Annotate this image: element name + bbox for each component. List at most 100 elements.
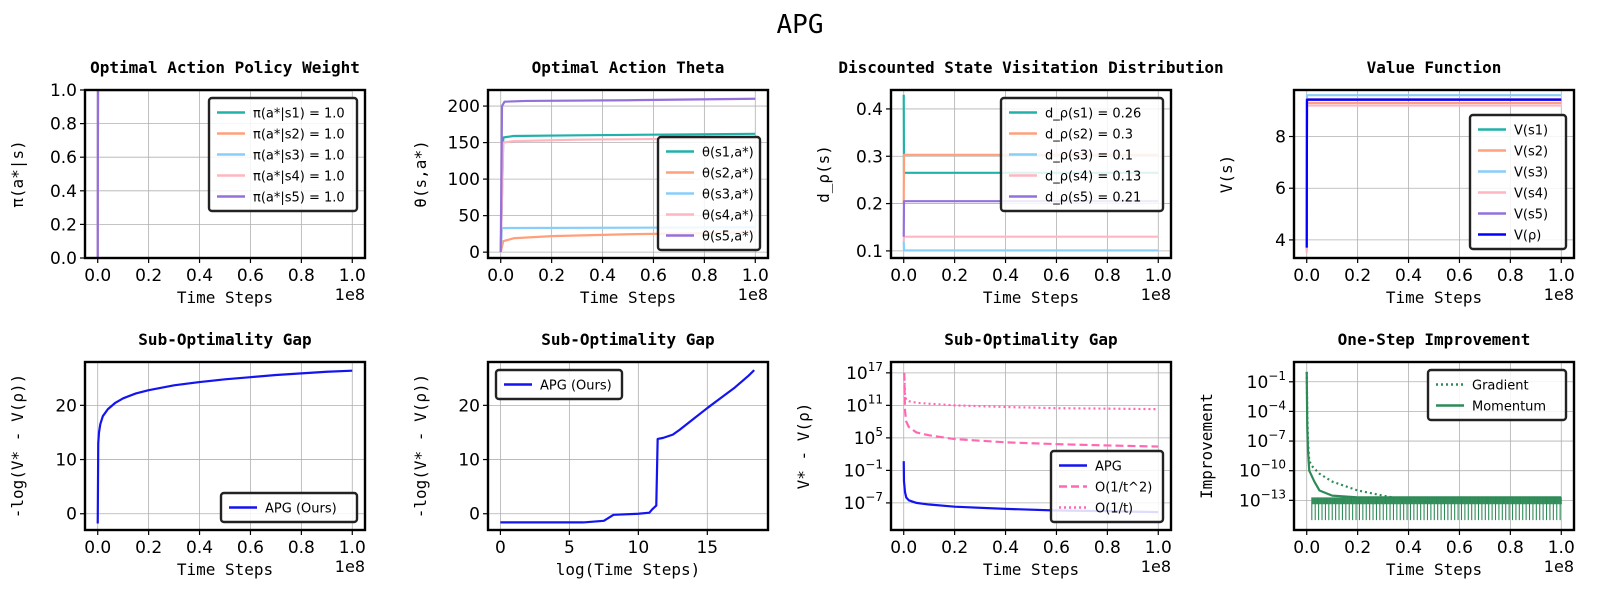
x-offset-label: 1e8 bbox=[335, 285, 365, 304]
x-tick-label: 0.4 bbox=[186, 266, 213, 286]
x-tick-label: 0.8 bbox=[1094, 266, 1121, 286]
x-tick-label: 1.0 bbox=[1145, 538, 1172, 558]
x-offset-label: 1e8 bbox=[738, 285, 768, 304]
legend-label: π(a*|s1) = 1.0 bbox=[253, 107, 345, 122]
chart-title: One-Step Improvement bbox=[1338, 330, 1531, 349]
x-tick-label: 0.0 bbox=[890, 266, 917, 286]
x-tick-label: 0.6 bbox=[1446, 266, 1473, 286]
y-tick-label: 6 bbox=[1275, 179, 1286, 199]
legend-label: θ(s5,a*) bbox=[702, 230, 754, 245]
y-tick-label: 0.4 bbox=[856, 100, 883, 120]
series-line bbox=[903, 372, 1159, 411]
chart-p7: Sub-Optimality Gap 0.0 0.2 0.4 0.6 0.8 1.0 10−7… bbox=[794, 330, 1173, 579]
legend-box bbox=[656, 135, 762, 252]
chart-p6: Sub-Optimality Gap 0 5 10 15 0 10 20 log(Time St… bbox=[411, 330, 770, 579]
y-tick-label: 100 bbox=[448, 170, 480, 190]
x-tick-label: 1.0 bbox=[339, 538, 366, 558]
legend-box bbox=[219, 491, 359, 524]
y-tick-label: 8 bbox=[1275, 128, 1286, 148]
legend-label: APG bbox=[1095, 460, 1122, 475]
legend-label: V(s4) bbox=[1514, 187, 1548, 202]
legend: APG (Ours) bbox=[219, 491, 359, 524]
x-tick-label: 0.0 bbox=[84, 266, 111, 286]
y-tick-label: 20 bbox=[458, 396, 480, 416]
axes-frame bbox=[1292, 88, 1576, 260]
y-tick-label: 0 bbox=[469, 243, 480, 263]
legend-label: d_ρ(s1) = 0.26 bbox=[1045, 107, 1141, 122]
series-line bbox=[96, 90, 353, 258]
chart-title: Optimal Action Policy Weight bbox=[90, 58, 360, 77]
x-offset-label: 1e8 bbox=[1544, 557, 1574, 576]
series-line bbox=[1305, 371, 1435, 504]
x-tick-label: 0.8 bbox=[1094, 538, 1121, 558]
x-axis-label: Time Steps bbox=[983, 288, 1079, 307]
y-tick-label: 0.3 bbox=[856, 147, 883, 167]
x-tick-label: 0.0 bbox=[1293, 538, 1320, 558]
legend-box bbox=[999, 96, 1165, 213]
y-axis-label: V* - V(ρ) bbox=[794, 403, 813, 490]
series-group bbox=[96, 369, 353, 524]
legend-label: APG (Ours) bbox=[540, 379, 612, 394]
series-line bbox=[499, 231, 756, 253]
series-line bbox=[500, 369, 755, 524]
series-noise-band bbox=[1311, 497, 1562, 521]
axes-frame bbox=[486, 360, 770, 532]
y-axis-label: θ(s,a*) bbox=[411, 140, 430, 207]
x-tick-label: 0.6 bbox=[237, 538, 264, 558]
axes-frame bbox=[486, 88, 770, 260]
y-tick-label: 10−10 bbox=[1239, 458, 1286, 482]
axes-frame bbox=[889, 360, 1173, 532]
y-axis-label: -log(V* - V(ρ)) bbox=[411, 374, 430, 519]
y-tick-label: 10−7 bbox=[844, 490, 883, 514]
x-offset-label: 1e8 bbox=[1544, 285, 1574, 304]
x-tick-label: 0.0 bbox=[890, 538, 917, 558]
series-line bbox=[1305, 98, 1562, 248]
legend-label: V(s2) bbox=[1514, 145, 1548, 160]
y-tick-label: 10−4 bbox=[1247, 398, 1286, 422]
x-offset-label: 1e8 bbox=[335, 557, 365, 576]
axes-frame bbox=[83, 360, 367, 532]
legend-label: θ(s3,a*) bbox=[702, 188, 754, 203]
y-tick-label: 0.2 bbox=[856, 195, 883, 215]
axes-frame bbox=[1292, 360, 1576, 532]
legend-label: π(a*|s4) = 1.0 bbox=[253, 170, 345, 185]
legend-label: d_ρ(s2) = 0.3 bbox=[1045, 128, 1133, 143]
y-tick-label: 10−13 bbox=[1239, 487, 1286, 511]
chart-title: Optimal Action Theta bbox=[532, 58, 725, 77]
legend-label: O(1/t) bbox=[1095, 502, 1133, 517]
legend: V(s1) V(s2) V(s3) V(s4) V(s5) V(ρ) bbox=[1468, 113, 1568, 251]
y-tick-label: 10 bbox=[55, 451, 77, 471]
legend-label: π(a*|s5) = 1.0 bbox=[253, 191, 345, 206]
series-line bbox=[903, 372, 1159, 448]
x-tick-label: 0.0 bbox=[1293, 266, 1320, 286]
x-tick-label: 0.4 bbox=[992, 266, 1019, 286]
legend-label: d_ρ(s3) = 0.1 bbox=[1045, 149, 1133, 164]
legend-box bbox=[207, 96, 359, 213]
y-tick-label: 10−1 bbox=[844, 457, 883, 481]
x-tick-label: 0.2 bbox=[1344, 538, 1371, 558]
x-tick-label: 0.4 bbox=[589, 266, 616, 286]
legend: θ(s1,a*) θ(s2,a*) θ(s3,a*) θ(s4,a*) θ(s5,a*) bbox=[656, 135, 762, 252]
legend-label: V(s1) bbox=[1514, 124, 1548, 139]
y-tick-label: 0 bbox=[469, 505, 480, 525]
y-tick-label: 0.6 bbox=[50, 148, 77, 168]
y-tick-label: 10−1 bbox=[1247, 369, 1286, 393]
x-tick-label: 1.0 bbox=[1548, 538, 1575, 558]
y-axis-label: Improvement bbox=[1197, 393, 1216, 499]
x-tick-label: 0.6 bbox=[237, 266, 264, 286]
x-tick-label: 0.8 bbox=[1497, 266, 1524, 286]
x-tick-label: 5 bbox=[564, 538, 575, 558]
y-tick-label: 0.1 bbox=[856, 242, 883, 262]
x-axis-label: Time Steps bbox=[177, 288, 273, 307]
legend-label: θ(s1,a*) bbox=[702, 146, 754, 161]
x-tick-label: 0.0 bbox=[487, 266, 514, 286]
legend: APG O(1/t^2) O(1/t) bbox=[1049, 449, 1165, 524]
y-tick-label: 0 bbox=[66, 505, 77, 525]
x-tick-label: 0.8 bbox=[288, 538, 315, 558]
y-tick-label: 10−7 bbox=[1247, 428, 1286, 452]
y-tick-label: 20 bbox=[55, 396, 77, 416]
y-tick-label: 0.8 bbox=[50, 115, 77, 135]
x-tick-label: 0.4 bbox=[186, 538, 213, 558]
legend-label: O(1/t^2) bbox=[1095, 481, 1152, 496]
legend-label: π(a*|s3) = 1.0 bbox=[253, 149, 345, 164]
